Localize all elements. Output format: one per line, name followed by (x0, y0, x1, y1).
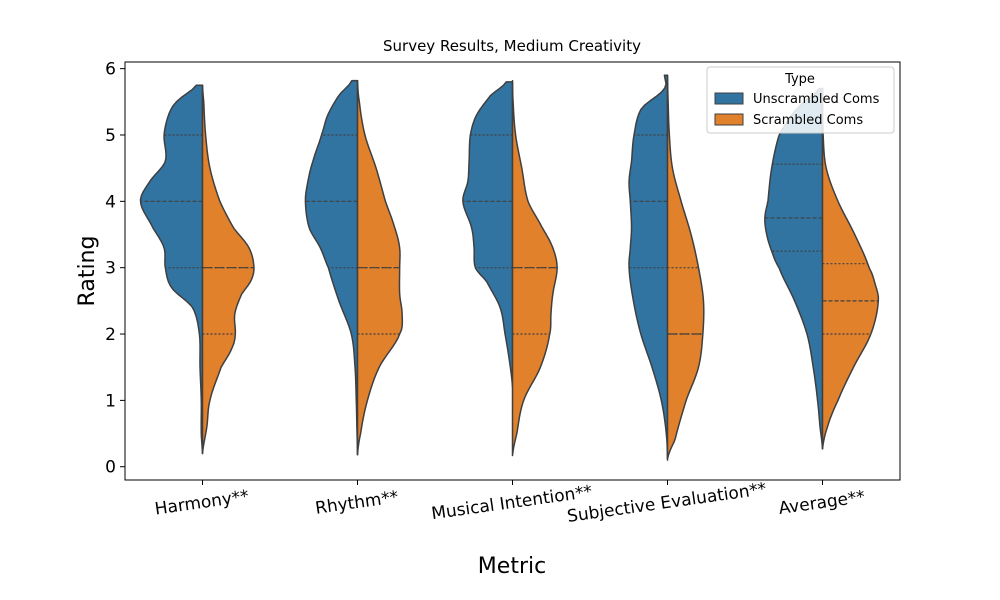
violin-scrambled-coms-rhythm (356, 79, 404, 456)
violin-unscrambled-coms-musical-intention (462, 81, 514, 388)
violin-scrambled-coms-subjective-evaluation (666, 74, 705, 460)
y-axis: 0 1 2 3 4 5 6 (105, 60, 125, 478)
y-tick-label: 4 (105, 192, 116, 212)
legend-label-scrambled: Scrambled Coms (753, 113, 863, 128)
y-tick-label: 3 (105, 259, 116, 279)
legend-frame (706, 66, 895, 134)
legend-label-unscrambled: Unscrambled Coms (753, 92, 880, 107)
chart-title: Survey Results, Medium Creativity (383, 37, 641, 55)
x-tick-label-average: Average** (777, 487, 866, 519)
y-tick-label: 5 (105, 126, 116, 146)
violin-unscrambled-coms-rhythm (304, 79, 359, 456)
legend-swatch-scrambled (714, 113, 744, 126)
violin-scrambled-coms-average (821, 87, 880, 450)
y-tick-label: 6 (105, 60, 116, 80)
violin-unscrambled-coms-subjective-evaluation (628, 74, 669, 461)
x-tick-label-harmony: Harmony** (154, 487, 251, 520)
y-axis-label: Rating (75, 236, 100, 307)
x-axis-label: Metric (478, 554, 546, 579)
violin-plot-area (139, 74, 880, 461)
legend-swatch-unscrambled (714, 92, 744, 105)
y-tick-label: 1 (105, 391, 116, 411)
legend: Type Unscrambled Coms Scrambled Coms (706, 66, 895, 134)
x-axis: Harmony** Rhythm** Musical Intention**Subj… (154, 479, 867, 527)
y-tick-label: 0 (105, 458, 116, 478)
legend-title: Type (784, 72, 815, 87)
violin-scrambled-coms-musical-intention (511, 79, 558, 457)
y-tick-label: 2 (105, 325, 116, 345)
x-tick-label-rhythm: Rhythm** (314, 487, 400, 518)
violin-unscrambled-coms-average (764, 87, 824, 450)
violin-unscrambled-coms-harmony (139, 84, 204, 455)
violin-scrambled-coms-harmony (201, 84, 255, 455)
x-tick-label-subjective-evaluation: Subjective Evaluation** (566, 479, 768, 527)
